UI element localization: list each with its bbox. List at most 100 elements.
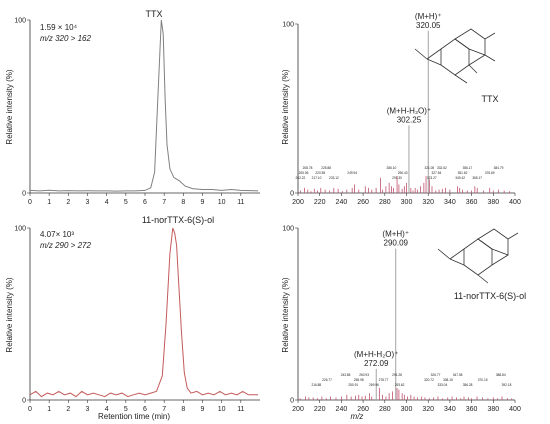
x-tick-label: 400 — [509, 199, 521, 206]
nor-structure — [437, 228, 519, 284]
x-tick-label: 3 — [86, 406, 90, 413]
x-tick-label: 1 — [47, 406, 51, 413]
minor-peak-label: 225.88 — [321, 166, 331, 170]
minor-peak-label: 208.78 — [303, 166, 313, 170]
minor-peak-label: 326.77 — [431, 373, 441, 377]
minor-peak-label: 392.18 — [502, 383, 512, 387]
x-tick-label: 1 — [47, 199, 51, 206]
x-tick-label: 4 — [105, 199, 109, 206]
y-tick-label: 0 — [290, 191, 294, 198]
x-tick-label: 200 — [292, 199, 304, 206]
y-tick-label: 100 — [282, 22, 294, 29]
x-tick-label: 380 — [487, 406, 499, 413]
x-tick-label: 240 — [336, 406, 348, 413]
x-tick-label: 5 — [124, 406, 128, 413]
x-tick-label: 220 — [314, 199, 326, 206]
x-tick-label: 6 — [143, 199, 147, 206]
minor-peak-label: 323.27 — [427, 176, 437, 180]
minor-peak-label: 376.69 — [485, 171, 495, 175]
x-tick-label: 5 — [124, 199, 128, 206]
chromatogram-nor-panel: Relative intensity (%) 11-norTTX-6(S)-ol… — [5, 215, 260, 421]
x-tick-label: 11 — [237, 406, 244, 413]
x-tick-label: 200 — [292, 406, 304, 413]
minor-peak-label: 202.22 — [296, 176, 306, 180]
minor-peak-label: 269.96 — [369, 383, 379, 387]
minor-peak-label: 356.28 — [463, 383, 473, 387]
x-tick-label: 9 — [201, 406, 205, 413]
minor-peak-label: 226.77 — [322, 378, 332, 382]
y-tick-label: 100 — [14, 18, 26, 25]
x-tick-label: 320 — [422, 406, 434, 413]
minor-peak-label: 338.15 — [443, 378, 453, 382]
x-tick-label: 3 — [86, 199, 90, 206]
minor-peak-label: 332.62 — [437, 166, 447, 170]
x-tick-label: 260 — [357, 199, 369, 206]
x-tick-label: 380 — [487, 199, 499, 206]
x-tick-label: 2 — [66, 406, 70, 413]
minor-peak-label: 365.17 — [472, 176, 482, 180]
ion-label: (M+H-H₂O)⁺ — [387, 106, 431, 115]
x-tick-label: 6 — [143, 406, 147, 413]
spectrum-ttx-panel: Relative intensity (%) 200 220 240 260 280 30… — [281, 12, 521, 206]
x-tick-label: 320 — [422, 199, 434, 206]
peak-title: 11-norTTX-6(S)-ol — [142, 215, 214, 225]
xlabel: Retention time (min) — [98, 412, 170, 421]
annotation-transition: m/z 290 > 272 — [40, 241, 91, 250]
ion-label: (M+H)⁺ — [382, 230, 409, 239]
minor-peak-label: 249.94 — [347, 171, 357, 175]
ion-label: (M+H)⁺ — [415, 12, 442, 21]
minor-peak-label: 321.05 — [424, 166, 434, 170]
minor-peak-label: 370.15 — [478, 378, 488, 382]
minor-peak-label: 333.04 — [437, 383, 447, 387]
y-tick-label: 0 — [22, 398, 26, 405]
minor-peak-label: 327.54 — [432, 171, 442, 175]
x-tick-label: 300 — [401, 406, 413, 413]
x-tick-label: 220 — [314, 406, 326, 413]
x-tick-label: 0 — [28, 199, 32, 206]
ylabel: Relative intensity (%) — [281, 277, 290, 352]
minor-peak-label: 349.42 — [455, 176, 465, 180]
minor-peak-label: 278.77 — [379, 378, 389, 382]
ylabel: Relative intensity (%) — [281, 69, 290, 144]
ylabel: Relative intensity (%) — [5, 69, 14, 144]
x-tick-label: 240 — [336, 199, 348, 206]
peak-title: TTX — [146, 9, 163, 19]
minor-peak-label: 351.62 — [458, 171, 468, 175]
peak-label: 272.09 — [364, 359, 389, 368]
x-tick-label: 11 — [237, 199, 244, 206]
ttx-structure — [414, 28, 496, 84]
x-tick-label: 360 — [466, 199, 478, 206]
x-tick-label: 10 — [218, 406, 226, 413]
minor-peak-label: 291.30 — [392, 176, 402, 180]
x-tick-label: 7 — [162, 406, 166, 413]
x-tick-label: 300 — [401, 199, 413, 206]
x-tick-label: 260 — [357, 406, 369, 413]
minor-peak-label: 347.08 — [453, 373, 463, 377]
minor-peak-label: 386.84 — [496, 373, 506, 377]
minor-peak-label: 286.10 — [387, 166, 397, 170]
ion-label: (M+H-H₂O)⁺ — [354, 350, 398, 359]
annotation-transition: m/z 320 > 162 — [40, 34, 91, 43]
x-tick-label: 280 — [379, 199, 391, 206]
chromatogram-ttx-panel: Relative intensity (%) TTX 1.59 × 10⁴ m/… — [5, 9, 260, 206]
minor-peak-label: 243.85 — [341, 373, 351, 377]
annotation-intensity: 4.07× 10³ — [40, 230, 74, 239]
x-tick-label: 9 — [201, 199, 205, 206]
minor-peak-label: 233.12 — [329, 176, 339, 180]
minor-peak-label: 291.28 — [392, 373, 402, 377]
x-tick-label: 360 — [466, 406, 478, 413]
minor-peak-label: 217.10 — [312, 176, 322, 180]
chromatogram-trace — [29, 227, 259, 398]
x-tick-label: 8 — [181, 199, 185, 206]
structure-label: 11-norTTX-6(S)-ol — [454, 291, 526, 301]
minor-peak-label: 260.93 — [359, 373, 369, 377]
x-tick-label: 4 — [105, 406, 109, 413]
x-tick-label: 400 — [509, 406, 521, 413]
y-tick-label: 100 — [282, 226, 294, 233]
x-tick-label: 10 — [218, 199, 226, 206]
y-tick-label: 0 — [22, 191, 26, 198]
x-tick-label: 340 — [444, 199, 456, 206]
y-tick-label: 0 — [290, 398, 294, 405]
structure-label: TTX — [482, 94, 499, 104]
peak-label: 320.05 — [416, 21, 441, 30]
